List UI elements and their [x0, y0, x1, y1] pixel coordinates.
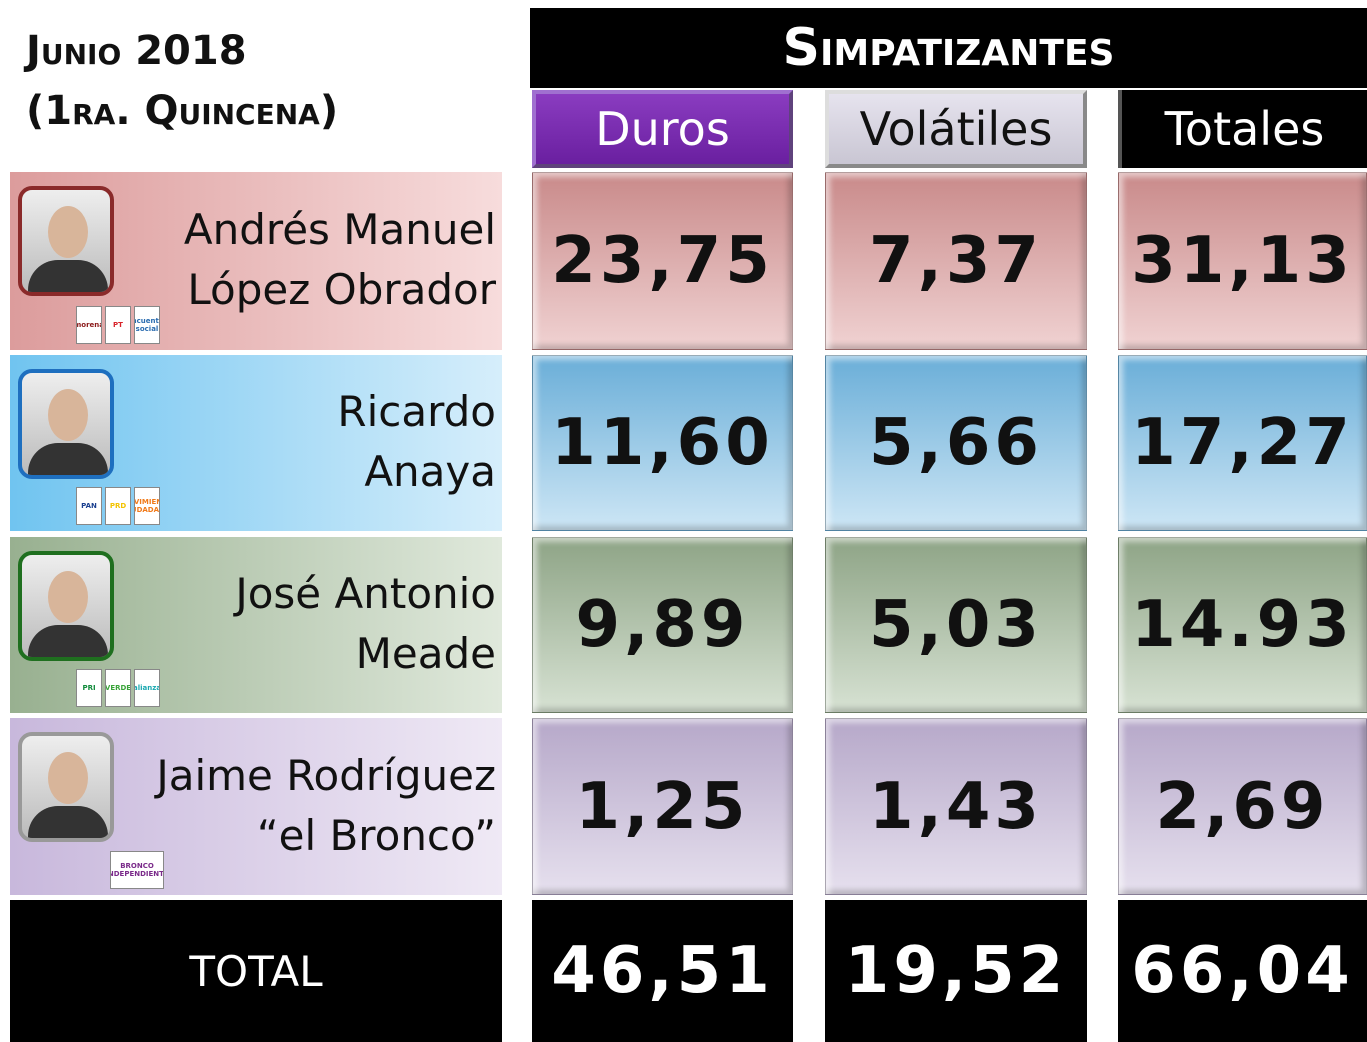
total-label: TOTAL [10, 900, 502, 1042]
candidate-photo [18, 732, 114, 842]
total-value: 19,52 [825, 900, 1087, 1042]
value-cell: 1,43 [825, 718, 1087, 895]
party-logo: MOVIMIENTO CIUDADANO [134, 487, 160, 525]
candidate-name: Anaya [364, 447, 496, 496]
photo-suit [28, 260, 108, 292]
candidate-photo [18, 369, 114, 479]
candidate-name: Andrés Manuel [183, 205, 496, 254]
value-cell: 14.93 [1118, 537, 1367, 713]
value-cell: 5,66 [825, 355, 1087, 531]
party-logo: PT [105, 306, 131, 344]
party-logo: BRONCO INDEPENDIENTE [110, 851, 164, 889]
value-cell: 9,89 [532, 537, 793, 713]
value-cell: 1,25 [532, 718, 793, 895]
photo-face [48, 571, 88, 623]
candidate-cell: PANPRDMOVIMIENTO CIUDADANO Ricardo Anaya [10, 355, 502, 531]
candidate-cell: BRONCO INDEPENDIENTE Jaime Rodríguez “el B… [10, 718, 502, 895]
total-value: 46,51 [532, 900, 793, 1042]
candidate-cell: morenaPTencuentro social Andrés Manuel Lóp… [10, 172, 502, 350]
column-header: Duros [532, 90, 793, 168]
total-value: 66,04 [1118, 900, 1367, 1042]
column-header: Volátiles [825, 90, 1087, 168]
value-cell: 7,37 [825, 172, 1087, 350]
party-logo: morena [76, 306, 102, 344]
candidate-name: José Antonio [235, 569, 496, 618]
photo-face [48, 752, 88, 804]
title-line: Junio 2018 [26, 28, 247, 74]
candidate-photo [18, 186, 114, 296]
candidate-name: Meade [355, 629, 496, 678]
title-line: (1ra. Quincena) [26, 88, 339, 134]
party-logo: PRI [76, 669, 102, 707]
value-cell: 17,27 [1118, 355, 1367, 531]
value-cell: 2,69 [1118, 718, 1367, 895]
party-logo: PRD [105, 487, 131, 525]
candidate-name: Jaime Rodríguez [156, 750, 496, 800]
photo-face [48, 206, 88, 258]
group-header: Simpatizantes [530, 8, 1367, 88]
candidate-photo [18, 551, 114, 661]
value-cell: 31,13 [1118, 172, 1367, 350]
candidate-name: López Obrador [187, 265, 496, 314]
party-logo: encuentro social [134, 306, 160, 344]
candidate-name: “el Bronco” [256, 810, 496, 860]
party-logo: alianza [134, 669, 160, 707]
value-cell: 11,60 [532, 355, 793, 531]
candidate-name: Ricardo [337, 387, 496, 436]
photo-suit [28, 443, 108, 475]
photo-suit [28, 806, 108, 838]
candidate-cell: PRI VERDE alianza José Antonio Meade [10, 537, 502, 713]
value-cell: 23,75 [532, 172, 793, 350]
party-logo: PAN [76, 487, 102, 525]
party-logo: VERDE [105, 669, 131, 707]
column-header: Totales [1118, 90, 1367, 168]
value-cell: 5,03 [825, 537, 1087, 713]
photo-suit [28, 625, 108, 657]
photo-face [48, 389, 88, 441]
